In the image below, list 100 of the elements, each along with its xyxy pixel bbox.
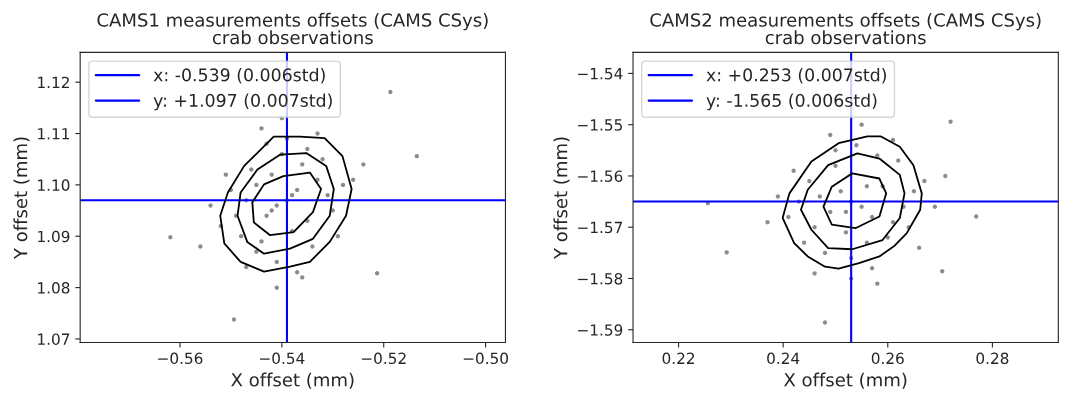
point: [885, 235, 890, 240]
point: [340, 182, 346, 188]
y-tick-label: 1.10: [38, 179, 70, 191]
point: [249, 167, 254, 172]
ref-line-label: x: +0.253 (0.007std): [706, 68, 886, 84]
point: [869, 266, 875, 271]
point: [223, 172, 229, 177]
point: [269, 172, 274, 177]
x-axis-title: X offset (mm): [783, 372, 907, 389]
point: [414, 153, 420, 159]
point: [791, 168, 796, 174]
point: [833, 148, 838, 153]
point: [807, 178, 812, 184]
legend-label: y: -1.565 (0.006std): [706, 93, 877, 111]
x-tick-label: −0.56: [158, 352, 203, 365]
point: [724, 250, 729, 255]
point: [335, 234, 341, 239]
y-axis-title: Y offset (mm): [553, 137, 570, 260]
x-tick-label: −0.52: [361, 352, 406, 365]
point: [330, 208, 335, 213]
y-tick-label: −1.54: [578, 68, 623, 80]
legend-label: y: +1.097 (0.007std): [153, 93, 332, 111]
x-axis-title: X offset (mm): [231, 372, 354, 389]
point: [350, 177, 356, 182]
point: [890, 137, 896, 143]
y-tick-label: 1.07: [38, 333, 70, 345]
point: [786, 214, 791, 220]
y-tick-label: −1.57: [578, 221, 623, 234]
point: [817, 194, 822, 199]
point: [388, 89, 393, 95]
point: [843, 209, 849, 215]
point: [269, 208, 274, 213]
point: [305, 146, 310, 152]
point: [864, 184, 870, 189]
point: [943, 173, 948, 179]
point: [300, 162, 305, 167]
point: [254, 249, 259, 254]
point: [828, 132, 833, 138]
point: [828, 209, 833, 215]
point: [833, 163, 838, 168]
chart-title: CAMS2 measurements offsets (CAMS CSys) crab observations: [650, 12, 1041, 45]
point: [289, 192, 295, 198]
point: [259, 126, 264, 131]
point: [198, 244, 203, 249]
point: [973, 214, 979, 219]
point: [922, 178, 927, 184]
x-tick-label: 0.26: [871, 352, 904, 365]
point: [916, 245, 922, 250]
x-tick-label: 0.22: [662, 352, 695, 365]
point: [238, 234, 244, 239]
point: [939, 269, 945, 274]
y-tick-label: −1.55: [578, 119, 622, 131]
point: [775, 194, 781, 199]
x-tick-label: −0.50: [463, 352, 508, 365]
point: [294, 187, 300, 193]
y-tick-label: −1.59: [578, 324, 623, 336]
point: [859, 204, 864, 209]
point: [911, 189, 917, 194]
point: [361, 162, 366, 167]
point: [890, 219, 896, 225]
x-tick-label: 0.24: [767, 352, 800, 365]
point: [274, 285, 279, 290]
point: [231, 317, 237, 322]
chart-title: CAMS1 measurements offsets (CAMS CSys) crab observations: [97, 12, 488, 45]
y-tick-label: 1.11: [38, 128, 70, 140]
point: [259, 239, 264, 244]
y-tick-label: 1.12: [38, 76, 69, 88]
point: [812, 271, 817, 276]
point: [822, 320, 828, 325]
point: [822, 250, 828, 256]
ref-line-label: x: -0.539 (0.006std): [153, 68, 325, 84]
point: [896, 158, 901, 163]
point: [254, 182, 259, 188]
point: [274, 203, 279, 208]
point: [274, 259, 279, 265]
point: [300, 275, 305, 280]
point: [812, 225, 817, 230]
point: [294, 270, 300, 275]
y-tick-label: 1.09: [38, 230, 70, 243]
point: [932, 204, 938, 209]
point: [765, 219, 770, 225]
point: [801, 240, 807, 245]
point: [875, 153, 880, 158]
point: [208, 203, 213, 208]
point: [325, 192, 330, 198]
y-tick-label: −1.56: [578, 170, 623, 182]
point: [264, 213, 269, 218]
x-tick-label: −0.54: [260, 352, 305, 365]
point: [168, 235, 173, 240]
point: [854, 142, 859, 148]
x-tick-label: 0.28: [976, 352, 1009, 365]
point: [320, 157, 325, 162]
y-tick-label: 1.08: [38, 282, 70, 294]
point: [869, 214, 875, 220]
point: [875, 281, 880, 286]
y-tick-label: −1.58: [578, 272, 623, 285]
point: [948, 119, 953, 124]
point: [310, 244, 315, 249]
point: [859, 122, 864, 127]
point: [843, 230, 849, 235]
